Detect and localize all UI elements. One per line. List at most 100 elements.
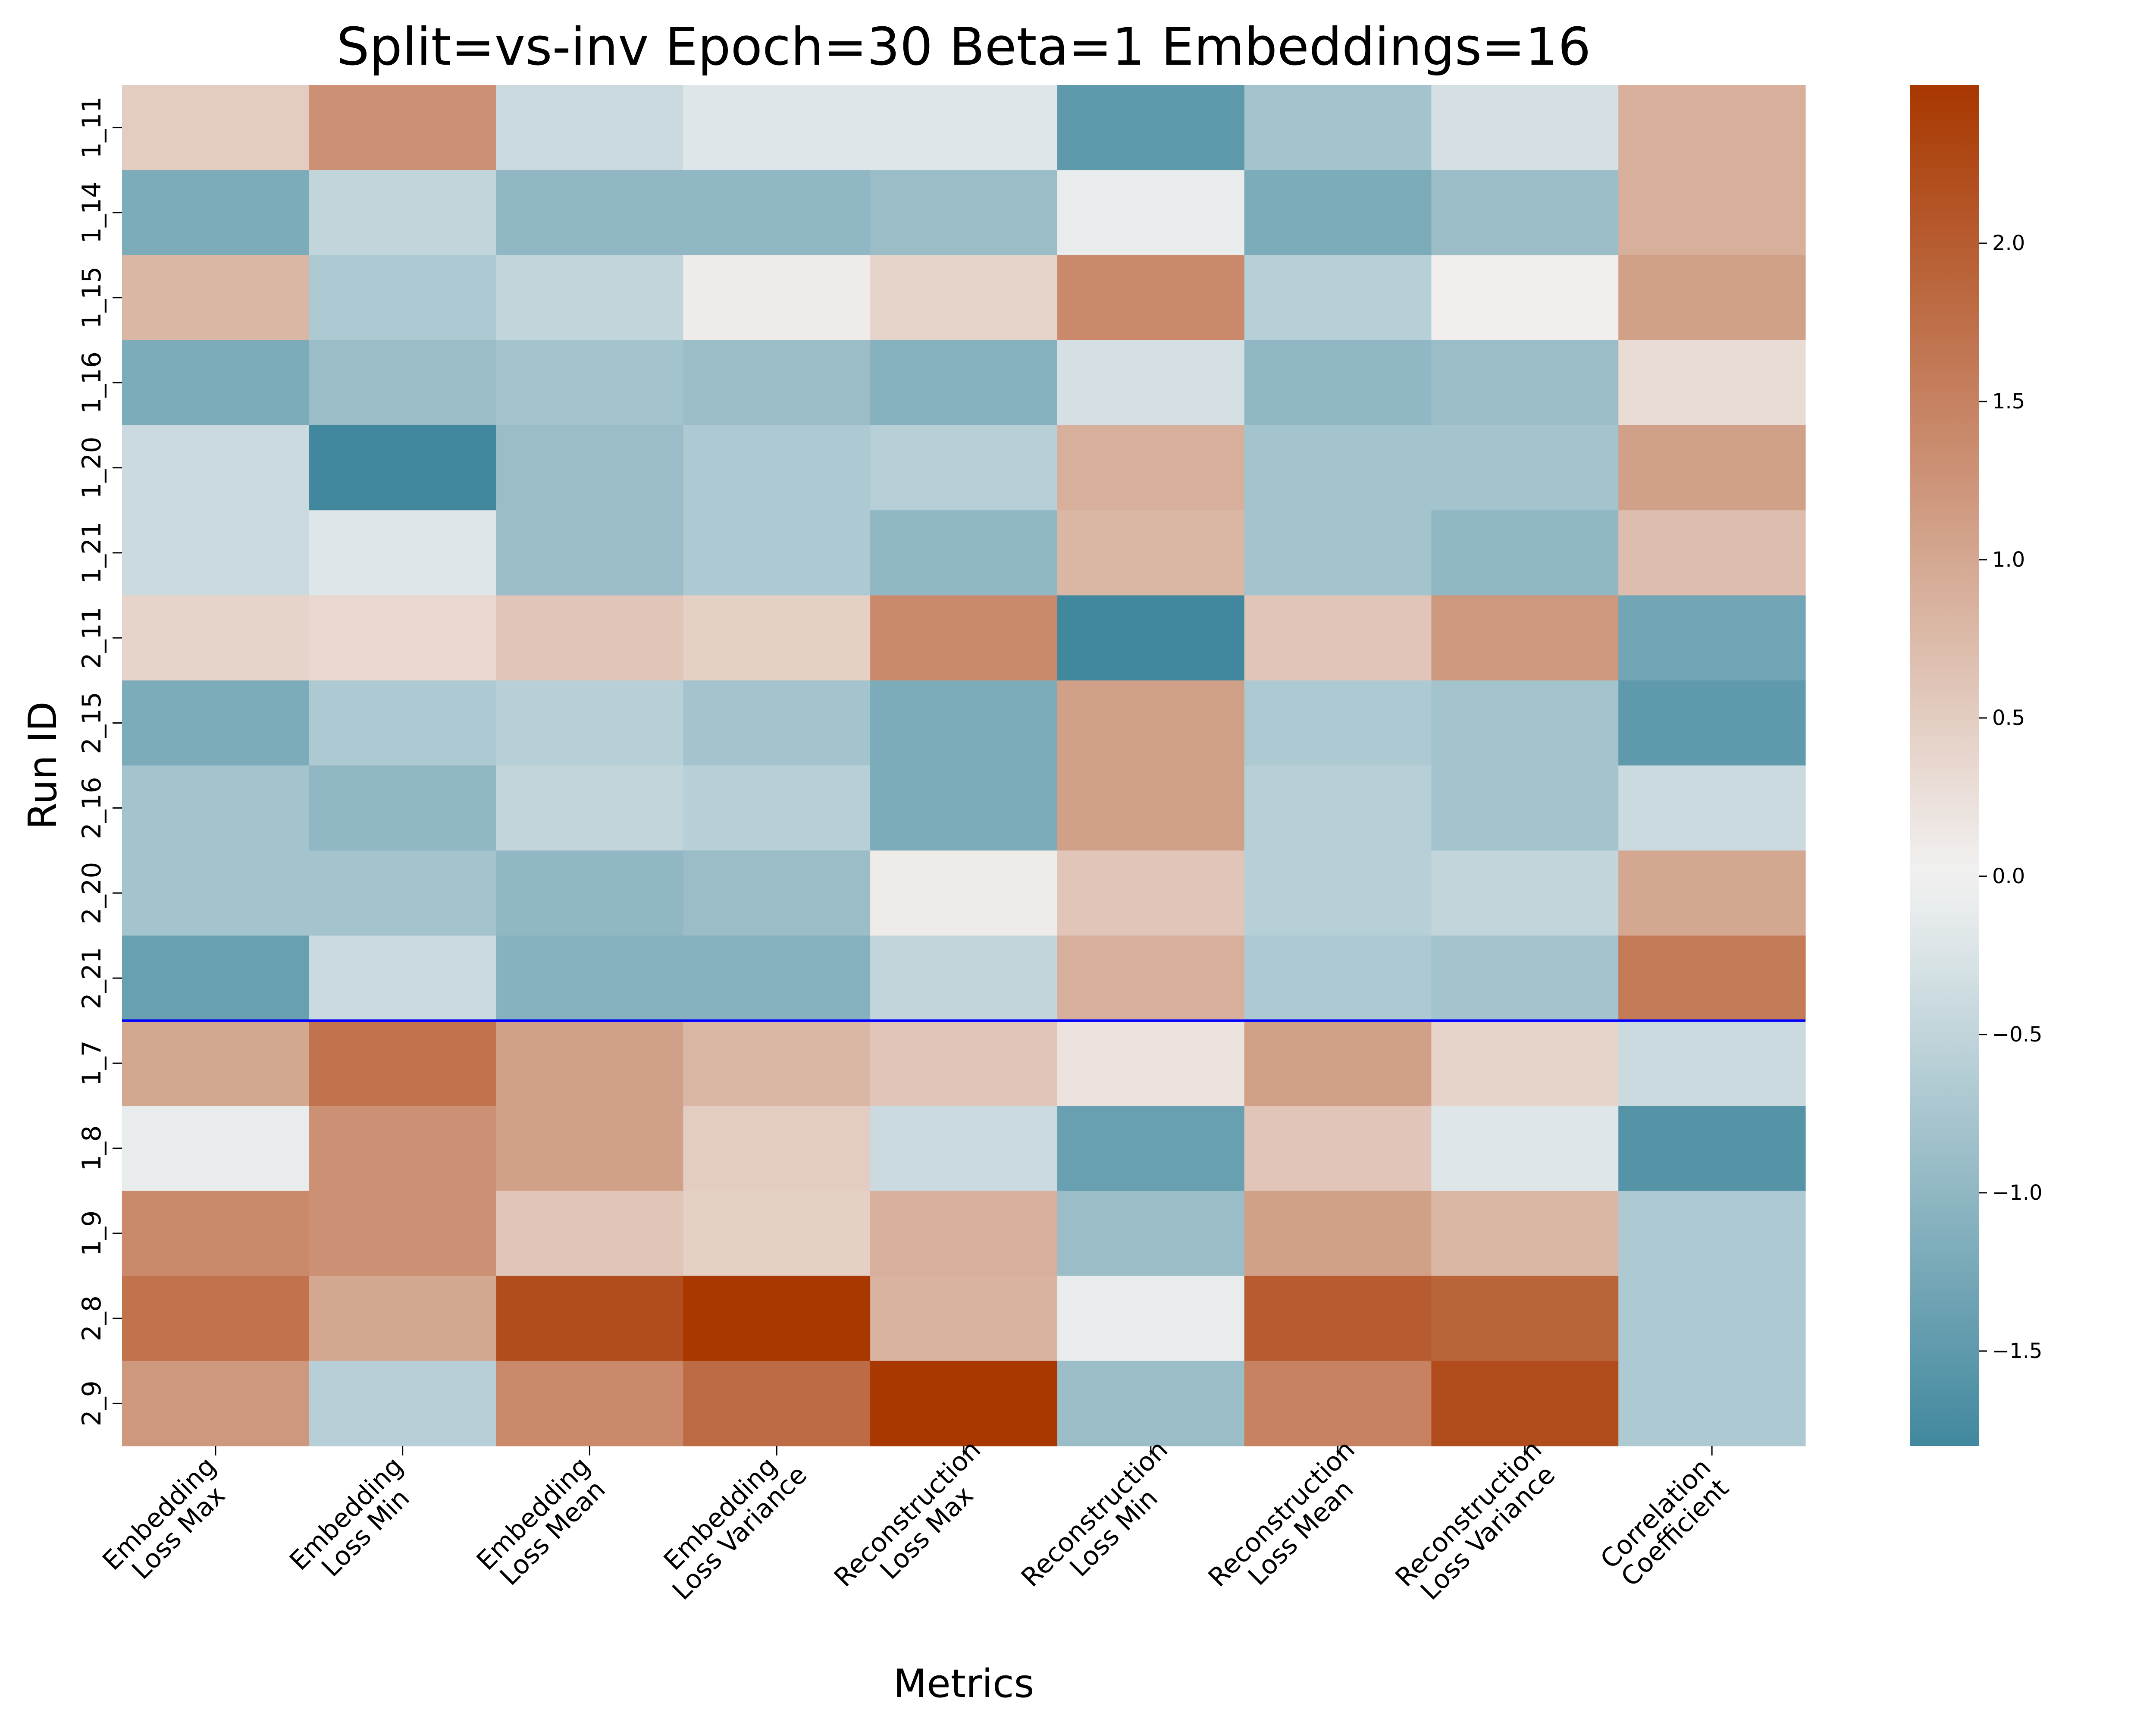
heatmap-cell bbox=[122, 170, 310, 256]
heatmap-cell bbox=[1431, 340, 1619, 426]
heatmap-cell bbox=[496, 595, 683, 681]
heatmap-cell bbox=[1057, 1106, 1245, 1191]
x-tick-label: EmbeddingLoss Max bbox=[97, 1451, 241, 1596]
heatmap-cell bbox=[122, 765, 310, 851]
x-tick-label: ReconstructionLoss Max bbox=[828, 1434, 1006, 1612]
heatmap-cell bbox=[1244, 510, 1432, 596]
heatmap-cell bbox=[496, 425, 683, 511]
heatmap-cell bbox=[122, 935, 310, 1021]
heatmap-cell bbox=[1618, 765, 1806, 851]
heatmap-cell bbox=[496, 1361, 683, 1446]
heatmap-cell bbox=[1618, 255, 1806, 341]
heatmap-cell bbox=[1431, 425, 1619, 511]
heatmap-cell bbox=[683, 850, 871, 936]
x-tick-label: EmbeddingLoss Mean bbox=[471, 1451, 615, 1596]
heatmap-cell bbox=[1057, 595, 1245, 681]
heatmap-cell bbox=[309, 765, 497, 851]
heatmap-cell bbox=[1618, 170, 1806, 256]
heatmap-cell bbox=[309, 1361, 497, 1446]
heatmap-cell bbox=[683, 340, 871, 426]
y-tick-label: 1_15 bbox=[77, 267, 107, 329]
heatmap-cell bbox=[496, 1106, 683, 1191]
heatmap-cell bbox=[1057, 340, 1245, 426]
colorbar-tick-label: −0.5 bbox=[1992, 1022, 2043, 1047]
heatmap-cell bbox=[1618, 1361, 1806, 1446]
heatmap-cell bbox=[122, 1361, 310, 1446]
x-tick-label: CorrelationCoefficient bbox=[1595, 1452, 1736, 1594]
heatmap-cell bbox=[1618, 340, 1806, 426]
heatmap-cell bbox=[1057, 1361, 1245, 1446]
heatmap-cell bbox=[122, 1020, 310, 1106]
heatmap-cell bbox=[1431, 850, 1619, 936]
heatmap-cell bbox=[496, 255, 683, 341]
y-tick-label: 1_21 bbox=[77, 522, 107, 584]
heatmap-cell bbox=[1431, 1361, 1619, 1446]
heatmap-cell bbox=[1244, 340, 1432, 426]
heatmap-cell bbox=[1057, 85, 1245, 170]
heatmap-cell bbox=[870, 850, 1058, 936]
heatmap-cell bbox=[870, 170, 1058, 256]
heatmap-cell bbox=[122, 850, 310, 936]
heatmap-cell bbox=[309, 680, 497, 766]
heatmap-cell bbox=[1244, 170, 1432, 256]
x-tick-label: EmbeddingLoss Variance bbox=[647, 1440, 813, 1606]
heatmap-cell bbox=[1618, 1106, 1806, 1191]
heatmap-cell bbox=[1618, 935, 1806, 1021]
heatmap-cell bbox=[1244, 1020, 1432, 1106]
y-axis: 1_11 1_14 1_15 1_16 1_20 1_21 2_11 2_15 2_16 2_20… bbox=[77, 96, 122, 1427]
heatmap-cell bbox=[1057, 170, 1245, 256]
heatmap-cell bbox=[1431, 255, 1619, 341]
y-tick-label: 1_9 bbox=[77, 1211, 107, 1256]
x-axis-label: Metrics bbox=[893, 1661, 1034, 1706]
heatmap-cell bbox=[870, 255, 1058, 341]
heatmap-cell bbox=[1431, 1106, 1619, 1191]
y-tick-label: 1_7 bbox=[77, 1040, 107, 1086]
colorbar-tick-label: 0.0 bbox=[1992, 864, 2025, 888]
heatmap-cell bbox=[1244, 425, 1432, 511]
heatmap-cell bbox=[1431, 510, 1619, 596]
heatmap-cell bbox=[309, 1191, 497, 1276]
heatmap-cell bbox=[1057, 255, 1245, 341]
heatmap-cell bbox=[1618, 1191, 1806, 1276]
heatmap-cell bbox=[1431, 1191, 1619, 1276]
heatmap-cell bbox=[122, 85, 310, 170]
x-tick-label: ReconstructionLoss Mean bbox=[1203, 1434, 1380, 1612]
heatmap-cell bbox=[309, 1276, 497, 1361]
heatmap-cell bbox=[122, 340, 310, 426]
chart-title: Split=vs-inv Epoch=30 Beta=1 Embeddings=… bbox=[336, 17, 1591, 77]
heatmap-cell bbox=[496, 765, 683, 851]
heatmap-cell bbox=[870, 85, 1058, 170]
heatmap-cell bbox=[496, 170, 683, 256]
heatmap-cell bbox=[1057, 1191, 1245, 1276]
y-tick-label: 1_14 bbox=[77, 182, 107, 244]
heatmap-cell bbox=[1057, 425, 1245, 511]
y-tick-label: 2_20 bbox=[77, 862, 107, 925]
heatmap-cell bbox=[870, 935, 1058, 1021]
heatmap-cell bbox=[1057, 680, 1245, 766]
heatmap-cell bbox=[1431, 595, 1619, 681]
x-tick-label: ReconstructionLoss Variance bbox=[1390, 1434, 1567, 1612]
heatmap-cell bbox=[496, 1020, 683, 1106]
heatmap-cell bbox=[870, 510, 1058, 596]
heatmap-cell bbox=[122, 1276, 310, 1361]
x-axis: EmbeddingLoss Max EmbeddingLoss Min Embedd… bbox=[97, 1434, 1736, 1612]
heatmap-cell bbox=[1244, 255, 1432, 341]
heatmap-cell bbox=[1057, 765, 1245, 851]
heatmap-cell bbox=[683, 425, 871, 511]
heatmap-cell bbox=[1244, 935, 1432, 1021]
y-axis-label: Run ID bbox=[20, 701, 66, 829]
heatmap-cell bbox=[1057, 1020, 1245, 1106]
heatmap-cell bbox=[309, 255, 497, 341]
heatmap-cell bbox=[1431, 1020, 1619, 1106]
heatmap-cell bbox=[309, 1106, 497, 1191]
heatmap-cell bbox=[309, 85, 497, 170]
heatmap-cell bbox=[1057, 1276, 1245, 1361]
colorbar: 2.0 1.5 1.0 0.5 0.0 −0.5 −1.0 −1.5 bbox=[1910, 85, 2043, 1446]
x-tick-label: EmbeddingLoss Min bbox=[284, 1451, 428, 1596]
heatmap-cell bbox=[1618, 680, 1806, 766]
heatmap-cell bbox=[683, 1361, 871, 1446]
heatmap-cell bbox=[1244, 765, 1432, 851]
heatmap-cell bbox=[683, 595, 871, 681]
heatmap-cell bbox=[683, 1191, 871, 1276]
heatmap-cell bbox=[1057, 850, 1245, 936]
